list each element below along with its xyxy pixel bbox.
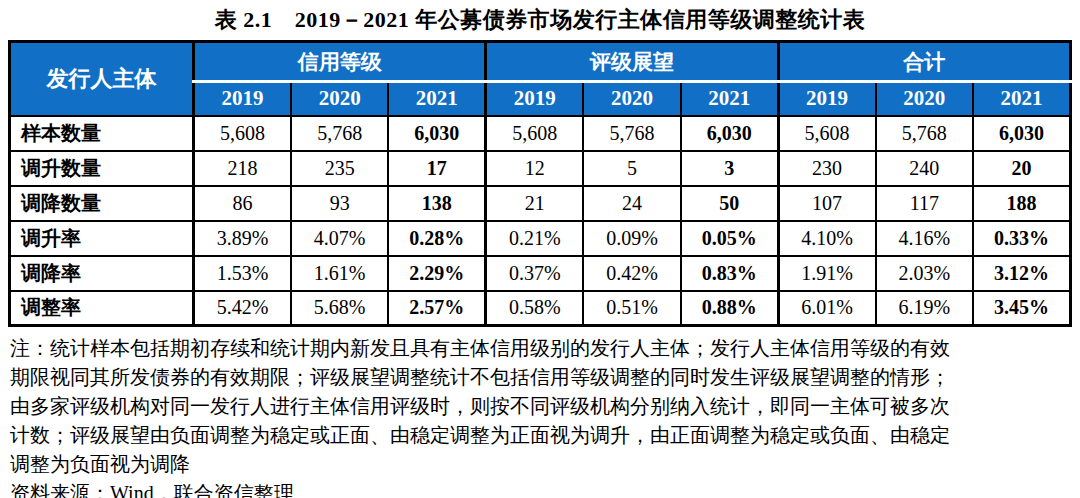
data-cell: 5.68% xyxy=(291,291,388,326)
data-cell: 3.45% xyxy=(973,291,1071,326)
data-cell: 3.12% xyxy=(973,256,1071,291)
data-cell: 1.61% xyxy=(291,256,388,291)
data-cell: 6.01% xyxy=(778,291,875,326)
data-cell: 50 xyxy=(681,186,778,221)
data-cell: 188 xyxy=(973,186,1071,221)
row-label: 调整率 xyxy=(10,291,194,326)
table-title: 表 2.1 2019－2021 年公募债券市场发行主体信用等级调整统计表 xyxy=(0,0,1080,35)
data-cell: 93 xyxy=(291,186,388,221)
data-cell: 1.53% xyxy=(194,256,291,291)
table-row-downgrade-rate: 调降率 1.53% 1.61% 2.29% 0.37% 0.42% 0.83% … xyxy=(10,256,1071,291)
row-label: 调降数量 xyxy=(10,186,194,221)
data-cell: 0.28% xyxy=(388,221,485,256)
group-header-total: 合计 xyxy=(778,42,1070,82)
data-cell: 230 xyxy=(778,151,875,186)
data-cell: 0.09% xyxy=(583,221,680,256)
year-header: 2021 xyxy=(388,82,485,116)
data-cell: 12 xyxy=(486,151,583,186)
note-line: 计数；评级展望由负面调整为稳定或正面、由稳定调整为正面视为调升，由正面调整为稳定… xyxy=(10,421,1072,450)
data-cell: 117 xyxy=(876,186,973,221)
table-row-upgrade-rate: 调升率 3.89% 4.07% 0.28% 0.21% 0.09% 0.05% … xyxy=(10,221,1071,256)
data-cell: 107 xyxy=(778,186,875,221)
data-cell: 240 xyxy=(876,151,973,186)
data-cell: 5,608 xyxy=(778,116,875,151)
rating-adjustment-table: 发行人主体 信用等级 评级展望 合计 2019 2020 2021 2019 2… xyxy=(8,40,1072,327)
year-header: 2019 xyxy=(486,82,583,116)
data-cell: 138 xyxy=(388,186,485,221)
data-cell: 0.88% xyxy=(681,291,778,326)
row-label: 调降率 xyxy=(10,256,194,291)
note-line: 注：统计样本包括期初存续和统计期内新发且具有主体信用级别的发行人主体；发行人主体… xyxy=(10,334,1072,363)
data-cell: 4.10% xyxy=(778,221,875,256)
data-cell: 4.07% xyxy=(291,221,388,256)
year-header: 2021 xyxy=(681,82,778,116)
year-header: 2019 xyxy=(778,82,875,116)
table-row-adjustment-rate: 调整率 5.42% 5.68% 2.57% 0.58% 0.51% 0.88% … xyxy=(10,291,1071,326)
report-page: 表 2.1 2019－2021 年公募债券市场发行主体信用等级调整统计表 发行人… xyxy=(0,0,1080,498)
data-cell: 235 xyxy=(291,151,388,186)
data-cell: 0.37% xyxy=(486,256,583,291)
data-cell: 2.29% xyxy=(388,256,485,291)
data-cell: 218 xyxy=(194,151,291,186)
table-row-upgrade-count: 调升数量 218 235 17 12 5 3 230 240 20 xyxy=(10,151,1071,186)
data-cell: 86 xyxy=(194,186,291,221)
data-cell: 0.05% xyxy=(681,221,778,256)
data-cell: 5,608 xyxy=(194,116,291,151)
data-cell: 6,030 xyxy=(388,116,485,151)
data-cell: 4.16% xyxy=(876,221,973,256)
table-notes: 注：统计样本包括期初存续和统计期内新发且具有主体信用级别的发行人主体；发行人主体… xyxy=(10,334,1072,479)
data-cell: 24 xyxy=(583,186,680,221)
data-cell: 0.51% xyxy=(583,291,680,326)
data-cell: 20 xyxy=(973,151,1071,186)
data-cell: 0.83% xyxy=(681,256,778,291)
data-cell: 3 xyxy=(681,151,778,186)
note-line: 调整为负面视为调降 xyxy=(10,450,1072,479)
data-cell: 0.21% xyxy=(486,221,583,256)
data-cell: 5.42% xyxy=(194,291,291,326)
row-label: 样本数量 xyxy=(10,116,194,151)
row-label: 调升数量 xyxy=(10,151,194,186)
row-label: 调升率 xyxy=(10,221,194,256)
year-header: 2021 xyxy=(973,82,1071,116)
data-cell: 5 xyxy=(583,151,680,186)
data-cell: 2.57% xyxy=(388,291,485,326)
header-group-row: 发行人主体 信用等级 评级展望 合计 xyxy=(10,42,1071,82)
data-cell: 6.19% xyxy=(876,291,973,326)
data-cell: 21 xyxy=(486,186,583,221)
data-cell: 0.33% xyxy=(973,221,1071,256)
data-cell: 5,768 xyxy=(876,116,973,151)
data-cell: 2.03% xyxy=(876,256,973,291)
group-header-rating-outlook: 评级展望 xyxy=(486,42,778,82)
table-row-sample-count: 样本数量 5,608 5,768 6,030 5,608 5,768 6,030… xyxy=(10,116,1071,151)
data-cell: 3.89% xyxy=(194,221,291,256)
note-line: 由多家评级机构对同一发行人进行主体信用评级时，则按不同评级机构分别纳入统计，即同… xyxy=(10,392,1072,421)
year-header: 2020 xyxy=(291,82,388,116)
year-header: 2019 xyxy=(194,82,291,116)
data-cell: 0.42% xyxy=(583,256,680,291)
data-cell: 0.58% xyxy=(486,291,583,326)
data-cell: 5,608 xyxy=(486,116,583,151)
data-cell: 1.91% xyxy=(778,256,875,291)
data-cell: 6,030 xyxy=(973,116,1071,151)
data-source-line: 资料来源：Wind，联合资信整理 xyxy=(10,479,1072,498)
note-line: 期限视同其所发债券的有效期限；评级展望调整统计不包括信用等级调整的同时发生评级展… xyxy=(10,363,1072,392)
group-header-credit-rating: 信用等级 xyxy=(194,42,486,82)
data-cell: 5,768 xyxy=(291,116,388,151)
data-cell: 6,030 xyxy=(681,116,778,151)
data-cell: 17 xyxy=(388,151,485,186)
corner-header: 发行人主体 xyxy=(10,42,194,116)
year-header: 2020 xyxy=(876,82,973,116)
table-row-downgrade-count: 调降数量 86 93 138 21 24 50 107 117 188 xyxy=(10,186,1071,221)
year-header: 2020 xyxy=(583,82,680,116)
data-cell: 5,768 xyxy=(583,116,680,151)
